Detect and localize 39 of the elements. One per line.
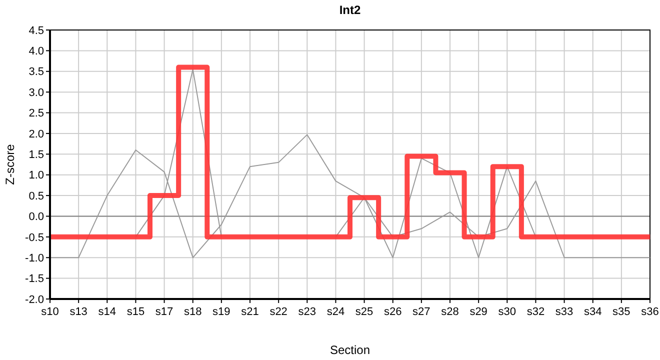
x-tick-label: s36 <box>641 306 659 318</box>
x-tick-label: s18 <box>184 306 202 318</box>
x-tick-label: s26 <box>384 306 402 318</box>
x-tick-label: s15 <box>126 306 145 318</box>
y-tick-label: -1.0 <box>25 252 44 264</box>
y-tick-label: 4.0 <box>28 46 44 58</box>
x-tick-label: s13 <box>70 306 88 318</box>
x-tick-label: s24 <box>326 306 345 318</box>
x-tick-label: s33 <box>555 306 574 318</box>
x-tick-label: s30 <box>498 306 516 318</box>
y-tick-label: 2.0 <box>28 128 44 140</box>
x-tick-label: s22 <box>270 306 288 318</box>
y-tick-label: -1.5 <box>25 273 44 286</box>
x-tick-label: s34 <box>584 306 602 318</box>
y-tick-label: 1.5 <box>28 149 44 162</box>
x-tick-label: s10 <box>41 306 59 318</box>
x-tick-label: s32 <box>526 306 545 318</box>
x-tick-label: s28 <box>441 306 459 318</box>
y-tick-label: 2.5 <box>28 108 44 120</box>
y-tick-label: -0.5 <box>25 232 44 244</box>
y-tick-label: 3.0 <box>28 86 44 99</box>
y-tick-label: 1.0 <box>28 170 44 182</box>
x-tick-label: s19 <box>212 306 230 318</box>
x-tick-label: s17 <box>155 306 174 318</box>
x-axis-title: Section <box>330 343 370 357</box>
y-tick-label: 0.5 <box>28 190 44 202</box>
x-tick-label: s27 <box>412 306 430 318</box>
y-tick-label: 4.5 <box>28 24 44 37</box>
x-tick-label: s14 <box>98 306 116 318</box>
x-tick-label: s21 <box>241 306 259 318</box>
x-tick-label: s25 <box>355 306 374 318</box>
chart-title: Int2 <box>339 3 361 17</box>
x-tick-label: s35 <box>612 306 630 318</box>
y-tick-label: -2.0 <box>25 294 44 306</box>
x-tick-label: s23 <box>298 306 316 318</box>
y-axis-title: Z-score <box>3 144 17 185</box>
x-tick-label: s29 <box>470 306 488 318</box>
y-tick-label: 3.5 <box>28 66 44 78</box>
y-tick-label: 0.0 <box>28 211 44 224</box>
